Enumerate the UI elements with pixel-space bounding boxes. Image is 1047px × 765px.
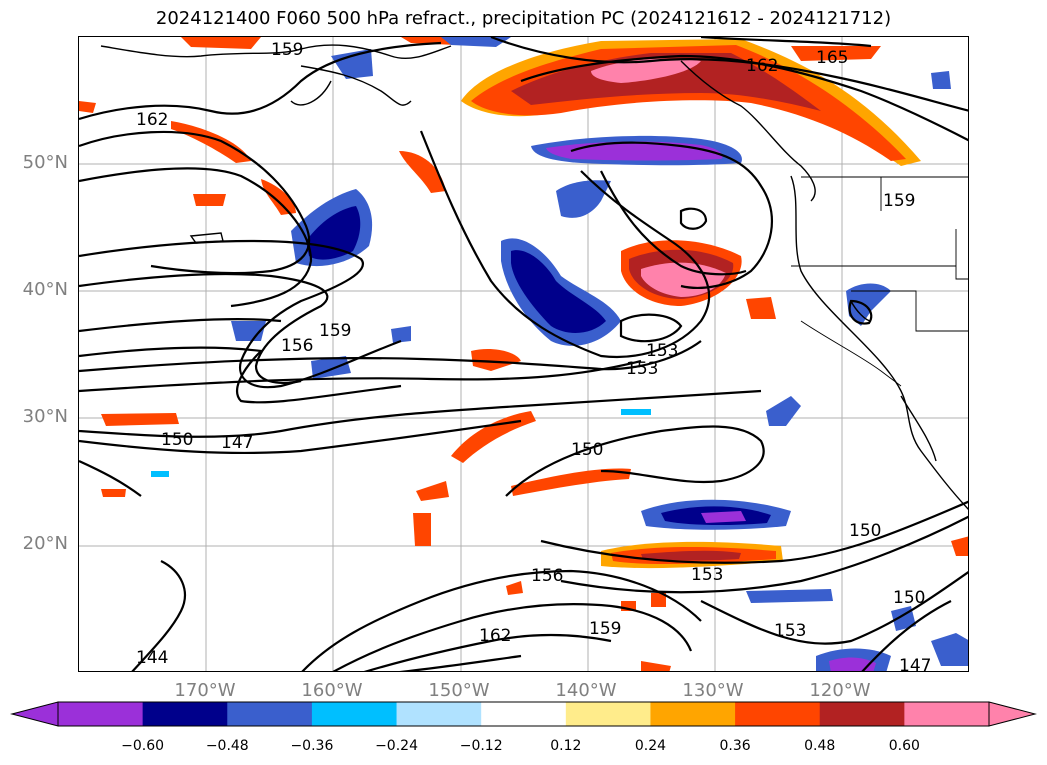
lon-label-120w: 120°W — [809, 680, 871, 701]
colorbar-cells — [58, 702, 990, 726]
colorbar-cell — [481, 702, 567, 726]
contour-label: 156 — [281, 336, 313, 356]
coastlines — [100, 44, 968, 510]
map-panel: 159 162 165 162 159 156 159 153 153 150 … — [78, 36, 969, 672]
contour-label: 162 — [746, 56, 778, 76]
map-canvas: 159 162 165 162 159 156 159 153 153 150 … — [79, 37, 968, 672]
contour-label-group: 159 162 165 162 159 156 159 153 153 150 … — [136, 40, 931, 672]
colorbar-cell — [396, 702, 482, 726]
lon-label-140w: 140°W — [555, 680, 617, 701]
contour-label: 144 — [136, 648, 168, 668]
contour-label: 150 — [849, 521, 881, 541]
colorbar — [10, 701, 1037, 727]
contour-label: 159 — [271, 40, 303, 60]
colorbar-tick-label: 0.24 — [634, 738, 667, 754]
contour-label: 153 — [691, 565, 723, 585]
colorbar-cell — [565, 702, 651, 726]
contour-label: 150 — [161, 430, 193, 450]
lon-label-170w: 170°W — [174, 680, 236, 701]
colorbar-tick-label: −0.36 — [290, 738, 334, 754]
lat-label-40n: 40°N — [22, 279, 68, 300]
contour-label: 165 — [816, 48, 848, 68]
colorbar-tick-label: −0.12 — [459, 738, 503, 754]
colorbar-arrow-right — [988, 701, 1037, 727]
height-contours — [79, 37, 968, 671]
contour-label: 147 — [899, 656, 931, 672]
colorbar-arrow-left — [10, 701, 59, 727]
contour-label: 156 — [531, 566, 563, 586]
contour-label: 147 — [221, 433, 253, 453]
contour-label: 159 — [319, 321, 351, 341]
borders — [791, 176, 968, 387]
lat-label-30n: 30°N — [22, 406, 68, 427]
colorbar-cell — [819, 702, 905, 726]
contour-label: 153 — [774, 621, 806, 641]
lat-label-50n: 50°N — [22, 152, 68, 173]
colorbar-cell — [904, 702, 990, 726]
contour-label: 162 — [479, 626, 511, 646]
lat-label-20n: 20°N — [22, 533, 68, 554]
graticule — [79, 37, 968, 671]
positive-precip-regions — [79, 37, 968, 671]
colorbar-tick-label: −0.48 — [205, 738, 249, 754]
colorbar-cell — [142, 702, 228, 726]
map-title: 2024121400 F060 500 hPa refract., precip… — [155, 8, 892, 29]
contour-label: 150 — [893, 588, 925, 608]
colorbar-cell — [227, 702, 313, 726]
contour-label: 150 — [571, 440, 603, 460]
lon-label-160w: 160°W — [301, 680, 363, 701]
colorbar-cell — [735, 702, 821, 726]
colorbar-tick-label: 0.48 — [804, 738, 836, 754]
colorbar-tick-label: 0.36 — [719, 738, 751, 754]
colorbar-tick-label: 0.60 — [888, 738, 920, 754]
contour-label: 162 — [136, 110, 168, 130]
colorbar-cell — [58, 702, 144, 726]
colorbar-tick-label: −0.24 — [375, 738, 418, 754]
colorbar-tick-label: −0.60 — [121, 738, 165, 754]
colorbar-cell — [311, 702, 398, 726]
contour-label: 153 — [626, 359, 658, 379]
lon-label-150w: 150°W — [428, 680, 490, 701]
contour-label: 159 — [589, 619, 621, 639]
colorbar-cell — [650, 702, 736, 726]
contour-label: 159 — [883, 191, 915, 211]
colorbar-tick-label: 0.12 — [550, 738, 582, 754]
contour-label: 153 — [646, 341, 678, 361]
lon-label-130w: 130°W — [682, 680, 744, 701]
